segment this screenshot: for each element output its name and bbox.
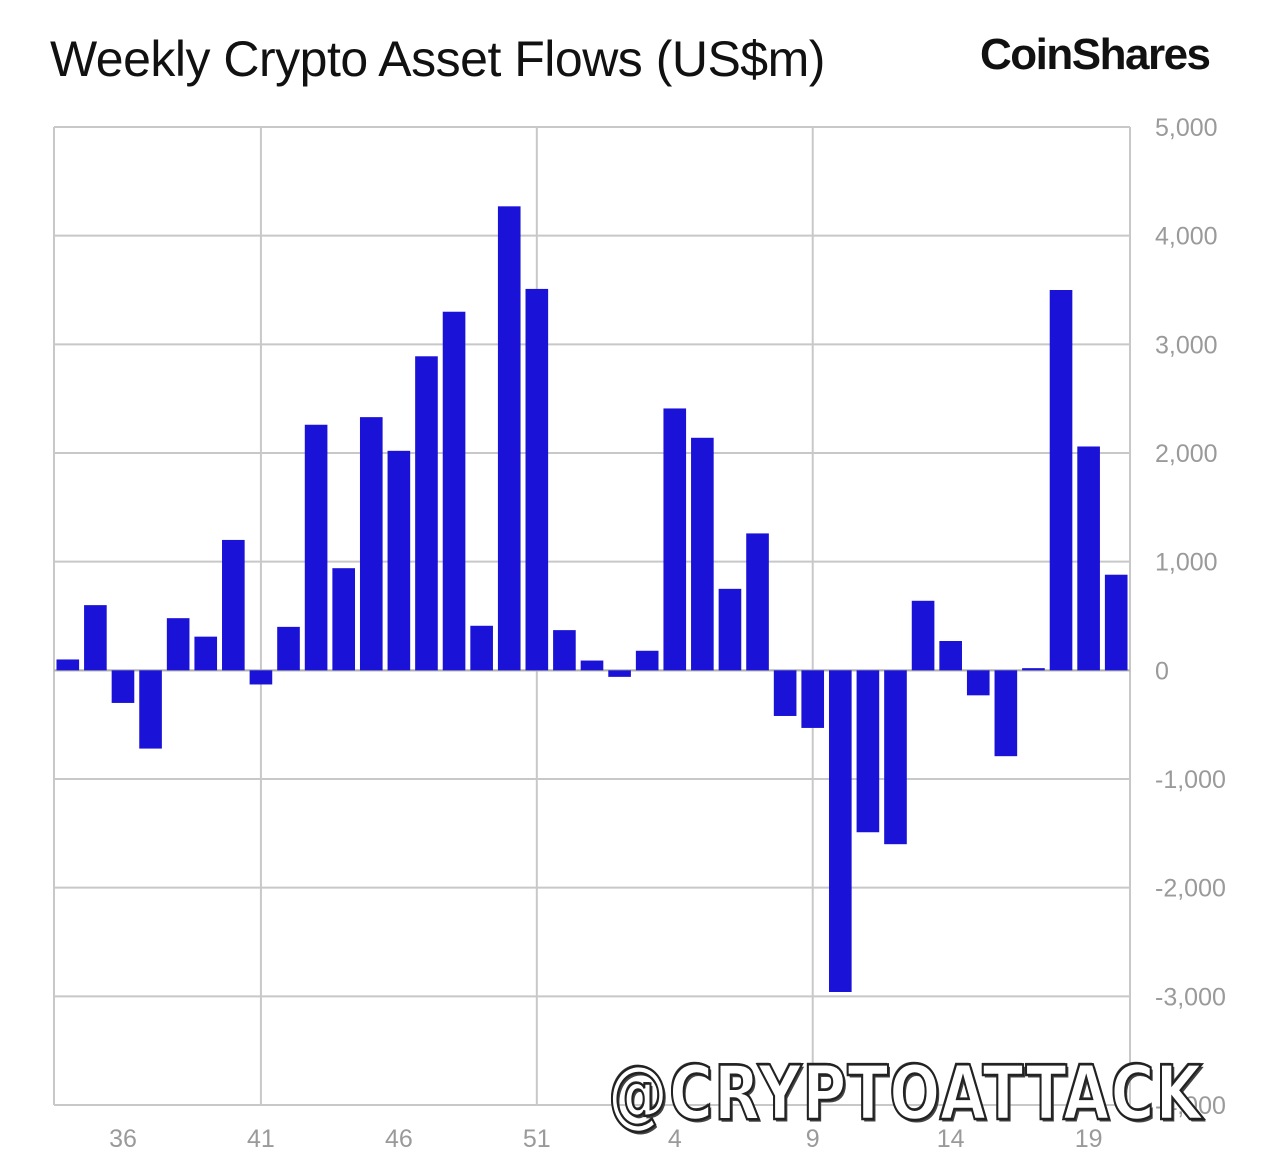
bar-week-3 [635, 650, 659, 671]
y-axis-ticks: 5,000 4,000 3,000 2,000 1,000 0 -1,000 -2,000 -3… [1155, 114, 1226, 1120]
bar-week-38 [166, 618, 190, 671]
bar-week-51 [525, 288, 549, 671]
bar-week-undefined [1104, 574, 1128, 671]
chart-title: Weekly Crypto Asset Flows (US$m) [50, 31, 825, 87]
bar-week-46 [387, 450, 411, 671]
chart-grid [53, 126, 1131, 1106]
bar-week-10 [828, 670, 852, 992]
x-tick-label: 14 [937, 1125, 965, 1153]
bar-week-1 [580, 660, 604, 671]
y-tick-label: 0 [1155, 657, 1169, 685]
bar-week-48 [442, 311, 466, 671]
watermark-text: @CRYPTOATTACK [607, 1049, 1204, 1139]
x-tick-label: 41 [247, 1125, 275, 1153]
bar-week-49 [470, 625, 493, 671]
y-tick-label: 3,000 [1155, 331, 1218, 359]
bar-week-8 [773, 670, 797, 716]
bar-week-16 [994, 670, 1018, 757]
x-tick-label: 4 [668, 1125, 682, 1153]
y-tick-label: 1,000 [1155, 549, 1218, 577]
bar-week-7 [746, 533, 769, 671]
bar-week-40 [222, 539, 245, 671]
y-tick-label: 5,000 [1155, 114, 1218, 142]
coinshares-logo: CoinShares [980, 30, 1211, 79]
bar-week-9 [801, 670, 825, 728]
y-tick-label: -1,000 [1155, 766, 1226, 794]
y-tick-label: -2,000 [1155, 875, 1226, 903]
x-tick-label: 51 [523, 1125, 551, 1153]
bar-week-45 [359, 417, 383, 671]
bar-week-39 [194, 636, 218, 671]
bar-week-43 [304, 424, 328, 671]
x-tick-label: 36 [109, 1125, 137, 1153]
x-axis-ticks: 36 41 46 51 4 9 14 19 [109, 1125, 1102, 1153]
bar-week-11 [856, 670, 880, 833]
x-tick-label: 9 [806, 1125, 820, 1153]
x-tick-label: 19 [1075, 1125, 1103, 1153]
bar-week-2 [608, 670, 631, 677]
chart-bars [56, 206, 1128, 992]
bar-week-52 [553, 630, 576, 671]
y-tick-label: -3,000 [1155, 983, 1226, 1011]
bar-week-17 [1022, 668, 1045, 671]
bar-week-19 [1077, 446, 1100, 671]
bar-week-47 [415, 356, 438, 671]
bar-week-41 [249, 670, 273, 685]
bar-week-13 [911, 600, 935, 671]
bar-week-50 [497, 206, 521, 671]
bar-week-15 [966, 670, 990, 696]
bar-week-42 [277, 626, 300, 671]
bar-week-34 [56, 659, 80, 671]
bar-week-5 [691, 437, 714, 671]
bar-week-36 [111, 670, 135, 703]
bar-week-44 [332, 568, 356, 671]
bar-week-6 [718, 588, 742, 671]
bar-week-35 [84, 605, 107, 671]
bar-week-4 [663, 408, 687, 671]
bar-week-37 [139, 670, 162, 749]
bar-week-18 [1049, 290, 1073, 671]
y-tick-label: 4,000 [1155, 223, 1218, 251]
x-tick-label: 46 [385, 1125, 413, 1153]
y-tick-label: -4,000 [1155, 1092, 1226, 1120]
bar-week-14 [939, 640, 962, 671]
bar-week-12 [884, 670, 907, 845]
y-tick-label: 2,000 [1155, 440, 1218, 468]
